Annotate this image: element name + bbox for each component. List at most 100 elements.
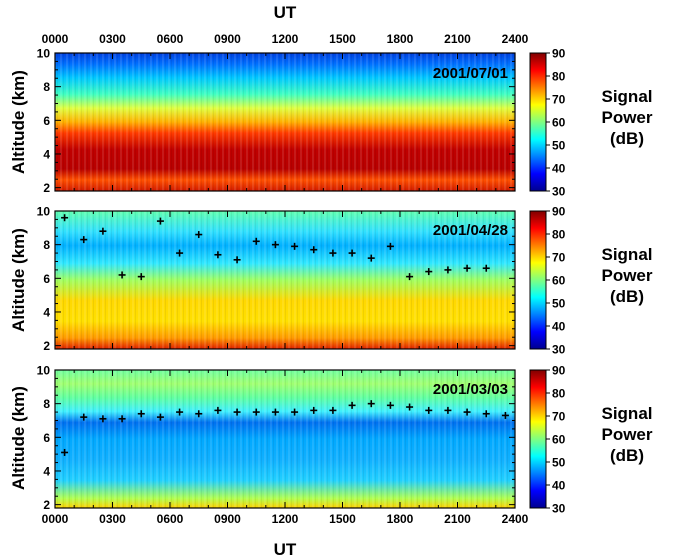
x-tick-label: 0000 (42, 32, 69, 46)
colorbar-tick-label: 90 (552, 47, 566, 61)
height-marker (118, 271, 126, 279)
panel-2001-04-28: 2 4 6 8 10 2001/04/28 Altitude (km) (9, 205, 516, 353)
markers-2001-03-03 (61, 400, 509, 456)
y-axis-title-2001-03-03: Altitude (km) (9, 386, 28, 490)
height-marker (80, 236, 88, 244)
colorbar-title: Signal (601, 87, 652, 106)
x-ticks-2001-04-28 (54, 211, 516, 349)
y-tick-label: 4 (43, 464, 50, 478)
colorbars: 30 40 50 60 70 80 90 Signal Power (dB) 30 40 50 60 70 8… (529, 47, 653, 516)
height-marker (156, 413, 164, 421)
height-marker (233, 256, 241, 264)
panel-date-2001-03-03: 2001/03/03 (433, 381, 508, 398)
height-marker (482, 264, 490, 272)
colorbar: 30 40 50 60 70 80 90 Signal Power (dB) (529, 205, 653, 357)
height-marker (444, 266, 452, 274)
height-marker (176, 408, 184, 416)
y-tick-label: 8 (43, 238, 50, 252)
colorbar-tick-label: 50 (552, 456, 566, 470)
y-tick-label: 4 (43, 147, 50, 161)
colorbar-title: Signal (601, 404, 652, 423)
x-tick-label: 0300 (99, 512, 126, 526)
x-tick-label: 0600 (157, 512, 184, 526)
height-marker (463, 264, 471, 272)
colorbar-tick-label: 90 (552, 205, 566, 219)
height-marker (137, 410, 145, 418)
height-marker (61, 214, 69, 222)
colorbar-title: Power (601, 108, 652, 127)
colorbar-tick-label: 90 (552, 364, 566, 378)
height-marker (329, 249, 337, 257)
colorbar-tick-label: 80 (552, 387, 566, 401)
colorbar-tick-label: 50 (552, 297, 566, 311)
y-tick-label: 10 (37, 47, 51, 61)
height-marker (348, 249, 356, 257)
heatmap-texture (55, 53, 515, 191)
colorbar-tick-label: 80 (552, 228, 566, 242)
colorbar-tick-label: 30 (552, 343, 566, 357)
x-tick-label: 0900 (214, 32, 241, 46)
x-tick-label: 2100 (444, 32, 471, 46)
colorbar-title: (dB) (610, 129, 644, 148)
x-tick-label: 1500 (329, 32, 356, 46)
height-marker (137, 273, 145, 281)
colorbar-tick-label: 30 (552, 185, 566, 199)
y-axis-title-2001-07-01: Altitude (km) (9, 70, 28, 174)
x-tick-label: 0300 (99, 32, 126, 46)
height-marker (386, 401, 394, 409)
y-tick-label: 8 (43, 397, 50, 411)
y-ticks-2001-03-03: 2 4 6 8 10 (37, 364, 515, 512)
x-axis-title-top: UT (274, 3, 297, 22)
colorbar-scale (529, 210, 547, 350)
colorbar-title: Signal (601, 245, 652, 264)
heatmap-texture (55, 370, 515, 508)
y-tick-label: 2 (43, 339, 50, 353)
height-marker (348, 401, 356, 409)
y-tick-label: 6 (43, 114, 50, 128)
x-tick-label: 1800 (387, 512, 414, 526)
height-marker (195, 231, 203, 239)
height-marker (176, 249, 184, 257)
colorbar: 30 40 50 60 70 80 90 Signal Power (dB) (529, 364, 653, 516)
height-marker (329, 406, 337, 414)
colorbar-tick-label: 40 (552, 479, 566, 493)
y-tick-label: 6 (43, 431, 50, 445)
colorbar-tick-label: 60 (552, 116, 566, 130)
height-marker (214, 406, 222, 414)
y-tick-label: 4 (43, 305, 50, 319)
height-marker (233, 408, 241, 416)
height-marker (271, 408, 279, 416)
height-marker (291, 408, 299, 416)
colorbar-title: Power (601, 266, 652, 285)
height-marker (406, 403, 414, 411)
colorbar-tick-label: 50 (552, 139, 566, 153)
height-marker (310, 406, 318, 414)
panel-2001-07-01: 2 4 6 8 10 2001/07/01 Altitude (km) (9, 47, 516, 195)
height-marker (425, 268, 433, 276)
y-ticks-2001-07-01: 2 4 6 8 10 (37, 47, 515, 195)
x-tick-labels-bottom: 0000 0300 0600 0900 1200 1500 1800 2100 2400 (42, 512, 529, 526)
height-marker (291, 242, 299, 250)
x-ticks-2001-03-03 (54, 370, 516, 508)
x-tick-labels-top: 0000 0300 0600 0900 1200 1500 1800 2100 2400 (42, 32, 529, 46)
colorbar-tick-label: 60 (552, 274, 566, 288)
colorbar-tick-label: 70 (552, 251, 566, 265)
x-tick-label: 0600 (157, 32, 184, 46)
heatmap-texture (55, 211, 515, 349)
height-marker (367, 254, 375, 262)
y-tick-label: 10 (37, 364, 51, 378)
x-axis-title-bottom: UT (274, 540, 297, 559)
height-marker (444, 406, 452, 414)
height-marker (463, 408, 471, 416)
colorbar-tick-label: 70 (552, 410, 566, 424)
x-tick-label: 0000 (42, 512, 69, 526)
x-tick-label: 0900 (214, 512, 241, 526)
colorbar-title: Power (601, 425, 652, 444)
colorbar-scale (529, 369, 547, 509)
panel-date-2001-04-28: 2001/04/28 (433, 222, 508, 239)
height-marker (252, 408, 260, 416)
x-tick-label: 1200 (272, 32, 299, 46)
height-marker (406, 273, 414, 281)
y-tick-label: 2 (43, 498, 50, 512)
